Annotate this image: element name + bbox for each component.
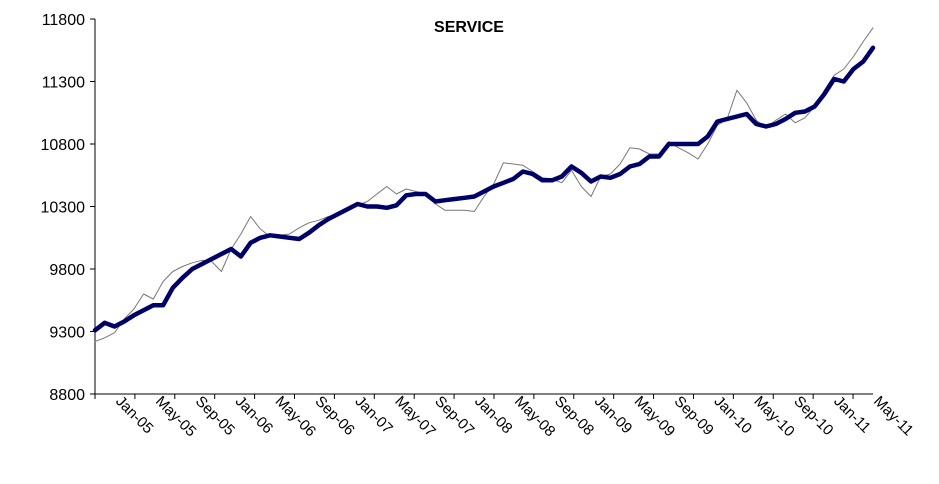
x-tick-label: Jan-09 — [591, 393, 635, 437]
y-axis — [90, 18, 96, 395]
x-tick-label: Jan-07 — [352, 393, 396, 437]
y-tick-label: 10800 — [41, 137, 86, 154]
y-tick-label: 9800 — [49, 262, 85, 279]
y-tick-labels: 8800 9300 9800 10300 10800 11300 11800 — [41, 12, 86, 404]
x-tick-label: Sep-10 — [790, 393, 836, 439]
series-line-thin — [94, 27, 874, 342]
series-line-thick — [92, 45, 876, 333]
y-tick-label: 11300 — [42, 75, 85, 92]
x-tick-label: Sep-09 — [671, 393, 717, 439]
x-tick-label: Sep-06 — [312, 393, 358, 439]
x-tick-label: Jan-06 — [232, 393, 276, 437]
y-tick-label: 9300 — [49, 325, 85, 342]
x-tick-label: May-09 — [631, 393, 678, 440]
x-tick-label: Jan-10 — [711, 393, 755, 437]
x-tick-label: Jan-08 — [471, 393, 515, 437]
series-lines — [92, 27, 876, 342]
x-tick-labels: Jan-05May-05Sep-05Jan-06May-06Sep-06Jan-… — [112, 393, 917, 440]
y-tick-label: 8800 — [49, 387, 85, 404]
x-tick-label: May-07 — [391, 393, 438, 440]
x-tick-label: May-06 — [272, 393, 319, 440]
x-tick-label: May-10 — [750, 393, 797, 440]
x-tick-label: Sep-05 — [192, 393, 238, 439]
x-tick-label: May-11 — [870, 393, 917, 440]
x-axis — [94, 393, 873, 399]
x-tick-label: Jan-11 — [830, 393, 874, 437]
x-tick-label: Sep-08 — [551, 393, 597, 439]
x-tick-label: May-08 — [511, 393, 558, 440]
y-tick-label: 10300 — [41, 200, 86, 217]
y-tick-label: 11800 — [42, 12, 85, 29]
chart-title: SERVICE — [434, 19, 504, 36]
x-tick-label: Jan-05 — [112, 393, 156, 437]
x-tick-label: May-05 — [152, 393, 199, 440]
x-tick-label: Sep-07 — [431, 393, 477, 439]
